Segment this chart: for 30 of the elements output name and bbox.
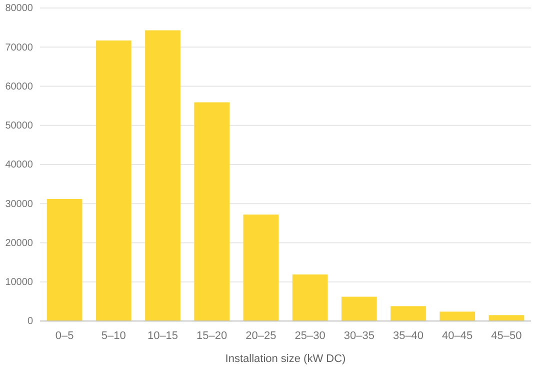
bar	[390, 306, 426, 321]
bar	[341, 296, 377, 321]
bar	[488, 315, 524, 321]
x-axis-title: Installation size (kW DC)	[225, 353, 346, 365]
bar	[194, 102, 230, 321]
x-tick-label: 35–40	[392, 330, 424, 342]
y-tick-label: 10000	[5, 277, 34, 288]
x-tick-label: 30–35	[344, 330, 374, 342]
bar	[243, 214, 279, 321]
y-tick-label: 20000	[5, 238, 34, 249]
y-tick-label: 0	[27, 316, 34, 328]
y-tick-label: 40000	[5, 160, 34, 171]
bar	[46, 198, 82, 321]
x-tick-label: 10–15	[147, 330, 178, 342]
bar	[96, 40, 132, 321]
x-tick-label: 0–5	[55, 330, 74, 342]
x-tick-label: 5–10	[101, 330, 126, 342]
y-tick-label: 80000	[5, 3, 34, 14]
y-tick-label: 60000	[5, 81, 34, 92]
x-tick-label: 25–30	[294, 330, 326, 342]
bar	[440, 312, 476, 321]
y-tick-label: 30000	[5, 198, 34, 210]
y-tick-label: 50000	[5, 120, 34, 132]
bar	[145, 30, 180, 321]
x-tick-label: 40–45	[442, 330, 473, 342]
y-tick-label: 70000	[5, 42, 34, 54]
x-tick-label: 15–20	[196, 330, 228, 342]
x-tick-label: 20–25	[246, 330, 276, 342]
x-tick-label: 45–50	[491, 330, 522, 342]
bar	[292, 274, 328, 321]
